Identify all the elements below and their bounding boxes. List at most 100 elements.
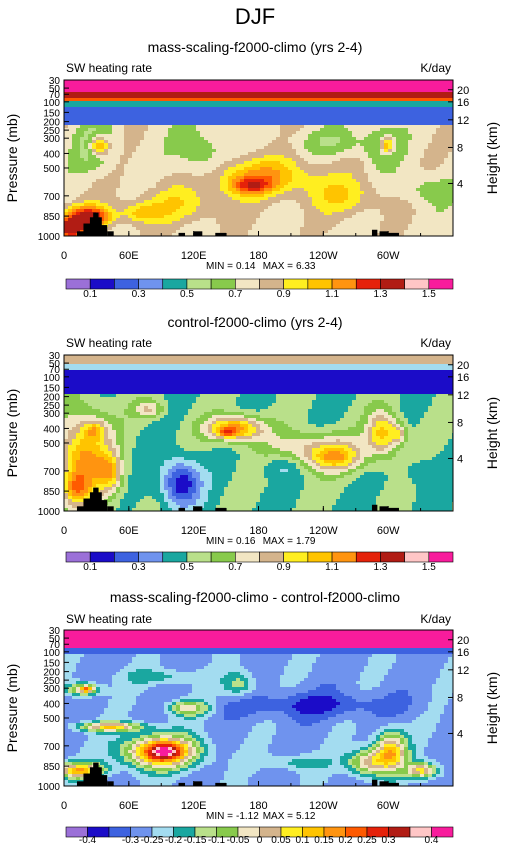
y-tick-label: 300 <box>43 134 60 145</box>
colorbar-label: -0.05 <box>227 835 250 846</box>
y-right-tick-label: 8 <box>457 692 463 704</box>
max-value: 5.12 <box>296 811 316 822</box>
colorbar-label: 0.4 <box>425 835 439 846</box>
y-tick-label: 200 <box>43 118 60 129</box>
colorbar-label: 0.2 <box>339 835 353 846</box>
colorbar-swatch <box>428 551 454 563</box>
x-tick-label: 60W <box>377 800 400 812</box>
y-tick-label: 30 <box>49 626 61 637</box>
colorbar-label: 0.7 <box>228 562 242 573</box>
y-tick-label: 250 <box>43 126 60 137</box>
figure-title: DJF <box>235 4 275 29</box>
colorbar-swatch <box>259 551 284 563</box>
max-label: MAX = <box>263 536 293 547</box>
y-right-axis-title: Height (km) <box>484 122 500 194</box>
y-right-tick-label: 16 <box>457 372 469 384</box>
y-tick-label: 500 <box>43 164 60 175</box>
panel-title: mass-scaling-f2000-climo (yrs 2-4) <box>148 39 363 55</box>
colorbar-label: 0.05 <box>271 835 291 846</box>
colorbar-label: 1.1 <box>325 289 339 300</box>
x-tick-label: 60W <box>377 250 400 262</box>
colorbar-label: 0.3 <box>132 562 146 573</box>
panel-variable-label: SW heating rate <box>66 61 152 75</box>
y-right-tick-label: 16 <box>457 97 469 109</box>
y-tick-label: 50 <box>49 634 61 645</box>
min-value: 0.16 <box>236 536 256 547</box>
y-tick-label: 850 <box>43 487 60 498</box>
y-tick-label: 400 <box>43 149 60 160</box>
x-tick-label: 120W <box>309 525 338 537</box>
panel-units-label: K/day <box>420 61 451 75</box>
min-label: MIN = <box>206 536 233 547</box>
colorbar-label: 0.5 <box>180 562 194 573</box>
y-tick-label: 30 <box>49 76 61 87</box>
y-tick-label: 50 <box>49 359 61 370</box>
colorbar-label: -0.2 <box>165 835 183 846</box>
y-right-tick-label: 4 <box>457 178 463 190</box>
colorbar-swatch <box>210 551 236 563</box>
colorbar-swatch <box>331 278 357 290</box>
max-value: 1.79 <box>296 536 316 547</box>
x-tick-label: 180 <box>249 525 267 537</box>
y-tick-label: 1000 <box>38 782 61 793</box>
min-value: -1.12 <box>236 811 259 822</box>
colorbar-swatch <box>404 551 430 563</box>
x-tick-label: 60E <box>119 525 139 537</box>
y-tick-label: 30 <box>49 351 61 362</box>
y-tick-label: 300 <box>43 684 60 695</box>
y-tick-label: 150 <box>43 108 60 119</box>
contour-field <box>64 355 453 511</box>
y-tick-label: 70 <box>49 90 61 101</box>
topography-mask <box>76 212 399 236</box>
y-right-tick-label: 8 <box>457 142 463 154</box>
colorbar-swatch <box>89 551 115 563</box>
colorbar-label: 0.9 <box>277 562 291 573</box>
x-tick-label: 0 <box>61 800 67 812</box>
colorbar-swatch <box>186 278 212 290</box>
colorbar-swatch <box>138 278 164 290</box>
y-right-tick-label: 16 <box>457 647 469 659</box>
colorbar-label: 1.1 <box>325 562 339 573</box>
colorbar-label: -0.1 <box>208 835 226 846</box>
colorbar-label: -0.25 <box>141 835 164 846</box>
colorbar: 0.1 0.3 0.5 0.7 0.9 1.1 1.3 1.5 <box>65 278 454 300</box>
y-tick-label: 850 <box>43 212 60 223</box>
panel-variable-label: SW heating rate <box>66 612 152 626</box>
min-label: MIN = <box>206 261 233 272</box>
colorbar-swatch <box>307 551 333 563</box>
y-right-axis-title: Height (km) <box>484 672 500 744</box>
y-tick-label: 200 <box>43 393 60 404</box>
colorbar-swatch <box>355 278 381 290</box>
y-tick-label: 700 <box>43 467 60 478</box>
y-tick-label: 250 <box>43 676 60 687</box>
colorbar-label: 0.5 <box>180 289 194 300</box>
y-right-tick-label: 20 <box>457 85 469 97</box>
y-tick-label: 500 <box>43 714 60 725</box>
y-right-tick-label: 4 <box>457 453 463 465</box>
min-label: MIN = <box>206 811 233 822</box>
colorbar-label: 0 <box>257 835 263 846</box>
y-right-tick-label: 12 <box>457 390 469 402</box>
x-tick-label: 120E <box>181 525 207 537</box>
colorbar-swatch <box>380 551 405 563</box>
colorbar-swatch <box>89 278 115 290</box>
x-tick-label: 60E <box>119 800 139 812</box>
colorbar-label: 1.5 <box>422 289 436 300</box>
y-tick-label: 700 <box>43 742 60 753</box>
colorbar-label: 0.9 <box>277 289 291 300</box>
y-tick-label: 700 <box>43 192 60 203</box>
colorbar-label: 0.3 <box>382 835 396 846</box>
colorbar-swatch <box>404 278 430 290</box>
max-value: 6.33 <box>296 261 316 272</box>
y-tick-label: 70 <box>49 365 61 376</box>
colorbar-label: 1.3 <box>373 562 387 573</box>
y-right-tick-label: 12 <box>457 665 469 677</box>
x-tick-label: 120E <box>181 800 207 812</box>
colorbar-swatch <box>307 278 333 290</box>
max-label: MAX = <box>263 261 293 272</box>
colorbar-swatch <box>114 278 139 290</box>
colorbar-swatch <box>162 278 188 290</box>
colorbar-swatch <box>355 551 381 563</box>
colorbar-swatch <box>65 551 91 563</box>
